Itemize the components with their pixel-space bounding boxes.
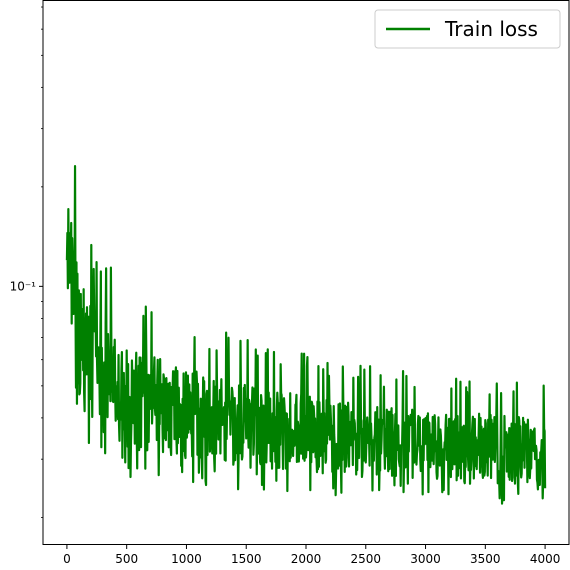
plot-frame — [42, 0, 570, 545]
x-axis: 0 500 1000 1500 2000 2500 3000 3500 4000 — [63, 545, 560, 566]
legend: Train loss — [374, 9, 561, 49]
legend-label: Train loss — [444, 17, 538, 41]
x-tick-label-1500: 1500 — [231, 552, 262, 566]
x-tick-label-3000: 3000 — [410, 552, 441, 566]
x-tick-label-2000: 2000 — [291, 552, 322, 566]
x-tick-label-2500: 2500 — [350, 552, 381, 566]
x-tick-label-1000: 1000 — [171, 552, 202, 566]
series-line-train-loss — [65, 165, 547, 505]
x-tick-label-0: 0 — [63, 552, 71, 566]
y-tick-label: 10⁻¹ — [10, 279, 37, 293]
x-tick-label-4000: 4000 — [530, 552, 561, 566]
x-tick-label-500: 500 — [115, 552, 138, 566]
legend-box — [374, 9, 561, 49]
series-layer — [65, 165, 547, 505]
y-axis: 10⁻¹ — [10, 6, 43, 518]
x-tick-label-3500: 3500 — [470, 552, 501, 566]
